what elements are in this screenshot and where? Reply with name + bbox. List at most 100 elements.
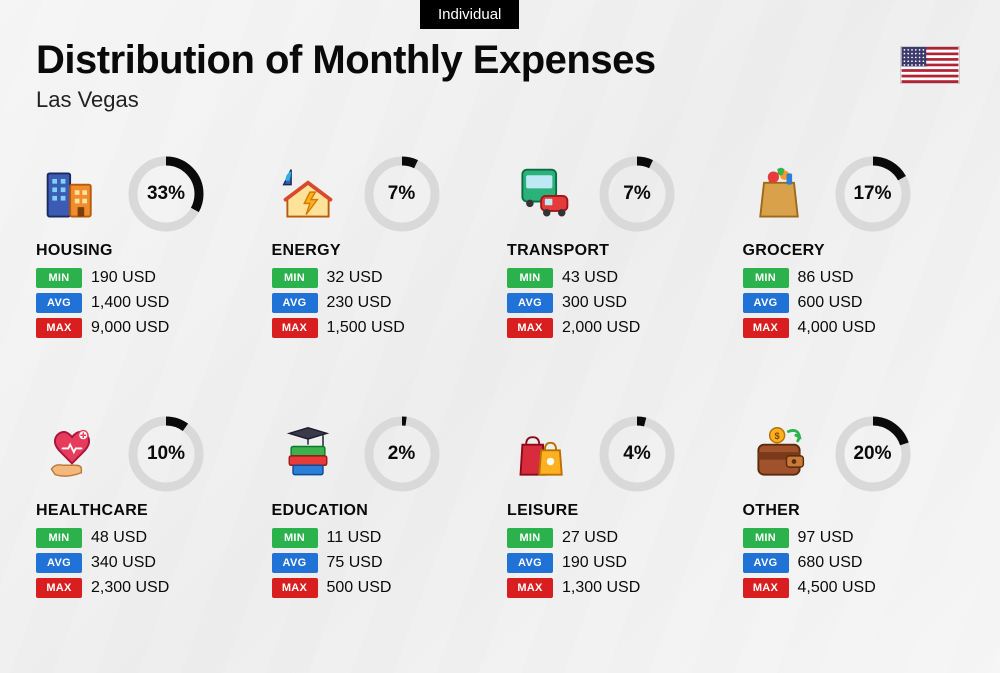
stats-block: MIN 190 USD AVG 1,400 USD MAX 9,000 USD [36,268,258,338]
category-card-housing: 33% HOUSING MIN 190 USD AVG 1,400 USD MA… [36,158,258,394]
stats-block: MIN 11 USD AVG 75 USD MAX 500 USD [272,528,494,598]
avg-value: 1,400 USD [91,294,169,312]
header: Distribution of Monthly Expenses Las Veg… [36,38,964,113]
grocery-bag-icon [743,162,815,226]
category-name: TRANSPORT [507,242,729,260]
category-name: ENERGY [272,242,494,260]
avg-value: 340 USD [91,554,156,572]
page-title: Distribution of Monthly Expenses [36,38,964,83]
pct-label: 2% [364,416,440,492]
pct-label: 7% [599,156,675,232]
stat-row-min: MIN 43 USD [507,268,729,288]
pct-ring-transport: 7% [599,156,675,232]
avg-badge: AVG [272,553,318,573]
min-badge: MIN [507,528,553,548]
avg-value: 230 USD [327,294,392,312]
wallet-icon: $ [743,422,815,486]
category-card-transport: 7% TRANSPORT MIN 43 USD AVG 300 USD MAX … [507,158,729,394]
avg-badge: AVG [36,553,82,573]
max-badge: MAX [743,578,789,598]
pct-label: 33% [128,156,204,232]
min-badge: MIN [743,528,789,548]
min-badge: MIN [743,268,789,288]
pct-label: 20% [835,416,911,492]
category-name: OTHER [743,502,965,520]
max-value: 2,300 USD [91,579,169,597]
max-badge: MAX [507,318,553,338]
stat-row-min: MIN 11 USD [272,528,494,548]
stat-row-max: MAX 4,500 USD [743,578,965,598]
avg-badge: AVG [743,293,789,313]
pct-label: 7% [364,156,440,232]
page-subtitle: Las Vegas [36,87,964,113]
pct-ring-education: 2% [364,416,440,492]
min-value: 43 USD [562,269,618,287]
pct-ring-other: 20% [835,416,911,492]
category-card-leisure: 4% LEISURE MIN 27 USD AVG 190 USD MAX 1,… [507,418,729,654]
max-value: 1,500 USD [327,319,405,337]
min-badge: MIN [272,268,318,288]
max-badge: MAX [507,578,553,598]
category-card-healthcare: 10% HEALTHCARE MIN 48 USD AVG 340 USD MA… [36,418,258,654]
stat-row-min: MIN 190 USD [36,268,258,288]
pct-ring-grocery: 17% [835,156,911,232]
min-badge: MIN [36,528,82,548]
stat-row-min: MIN 97 USD [743,528,965,548]
min-value: 86 USD [798,269,854,287]
stat-row-avg: AVG 75 USD [272,553,494,573]
category-name: GROCERY [743,242,965,260]
shopping-bags-icon [507,422,579,486]
max-value: 2,000 USD [562,319,640,337]
min-badge: MIN [36,268,82,288]
max-value: 1,300 USD [562,579,640,597]
stat-row-min: MIN 86 USD [743,268,965,288]
stats-block: MIN 97 USD AVG 680 USD MAX 4,500 USD [743,528,965,598]
energy-house-icon [272,162,344,226]
category-name: HOUSING [36,242,258,260]
avg-badge: AVG [743,553,789,573]
min-value: 32 USD [327,269,383,287]
stat-row-avg: AVG 600 USD [743,293,965,313]
stat-row-avg: AVG 1,400 USD [36,293,258,313]
stat-row-avg: AVG 340 USD [36,553,258,573]
category-card-other: $ 20% OTHER MIN 97 USD AVG 680 USD MAX 4… [743,418,965,654]
stats-block: MIN 48 USD AVG 340 USD MAX 2,300 USD [36,528,258,598]
pct-label: 4% [599,416,675,492]
min-value: 27 USD [562,529,618,547]
stat-row-max: MAX 500 USD [272,578,494,598]
min-value: 97 USD [798,529,854,547]
max-value: 4,000 USD [798,319,876,337]
avg-badge: AVG [272,293,318,313]
bus-car-icon [507,162,579,226]
max-badge: MAX [743,318,789,338]
max-badge: MAX [36,318,82,338]
stats-block: MIN 27 USD AVG 190 USD MAX 1,300 USD [507,528,729,598]
avg-value: 600 USD [798,294,863,312]
stat-row-max: MAX 2,300 USD [36,578,258,598]
categories-grid: 33% HOUSING MIN 190 USD AVG 1,400 USD MA… [36,158,964,653]
category-card-grocery: 17% GROCERY MIN 86 USD AVG 600 USD MAX 4… [743,158,965,394]
max-value: 500 USD [327,579,392,597]
avg-badge: AVG [507,293,553,313]
stat-row-avg: AVG 230 USD [272,293,494,313]
category-card-energy: 7% ENERGY MIN 32 USD AVG 230 USD MAX 1,5… [272,158,494,394]
buildings-icon [36,162,108,226]
books-cap-icon [272,422,344,486]
max-value: 4,500 USD [798,579,876,597]
max-badge: MAX [272,318,318,338]
pct-ring-leisure: 4% [599,416,675,492]
flag-usa-icon [900,46,960,84]
badge-individual: Individual [420,0,519,29]
svg-text:$: $ [774,431,780,441]
stats-block: MIN 43 USD AVG 300 USD MAX 2,000 USD [507,268,729,338]
stat-row-max: MAX 4,000 USD [743,318,965,338]
max-value: 9,000 USD [91,319,169,337]
min-value: 11 USD [327,529,382,547]
avg-value: 190 USD [562,554,627,572]
max-badge: MAX [272,578,318,598]
category-name: HEALTHCARE [36,502,258,520]
min-value: 48 USD [91,529,147,547]
avg-value: 680 USD [798,554,863,572]
category-name: LEISURE [507,502,729,520]
pct-ring-healthcare: 10% [128,416,204,492]
